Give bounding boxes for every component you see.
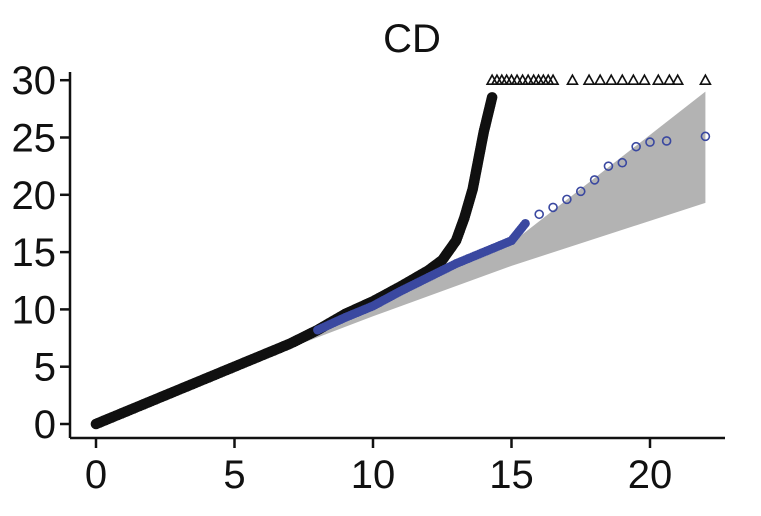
data-point-triangle — [627, 73, 640, 85]
series-capped — [485, 73, 712, 85]
data-point — [575, 186, 586, 197]
x-tick-label: 10 — [351, 453, 396, 497]
confidence-band-layer — [96, 91, 706, 424]
data-point — [562, 194, 572, 205]
data-point — [645, 137, 655, 147]
axes: 0 5 10 15 20 0 5 10 15 20 25 30 — [12, 59, 725, 497]
series-black — [90, 92, 498, 430]
chart-title: CD — [383, 17, 441, 61]
data-point-triangle — [651, 73, 665, 85]
data-point — [661, 136, 672, 146]
data-point-triangle — [638, 73, 651, 85]
data-point — [589, 175, 600, 185]
data-point-triangle — [566, 73, 579, 85]
x-tick-label: 0 — [85, 453, 107, 497]
data-point — [700, 131, 711, 142]
data-point-triangle — [615, 73, 629, 85]
data-point-triangle — [546, 73, 560, 85]
data-point-triangle — [671, 73, 685, 85]
data-point — [534, 209, 545, 220]
y-tick-label: 30 — [12, 59, 57, 103]
data-point-triangle — [663, 73, 676, 85]
data-point — [486, 92, 498, 103]
confidence-band — [96, 91, 706, 424]
data-point — [603, 161, 614, 171]
data-points — [90, 73, 712, 430]
y-tick-label: 10 — [12, 288, 57, 332]
x-tick-label: 20 — [628, 453, 673, 497]
x-tick-label: 5 — [223, 453, 245, 497]
data-point — [631, 141, 641, 152]
y-tick-label: 0 — [34, 403, 56, 447]
data-point — [520, 218, 530, 228]
data-point-triangle — [593, 73, 607, 85]
x-tick-label: 15 — [489, 453, 534, 497]
y-tick-label: 25 — [12, 117, 57, 161]
y-tick-label: 5 — [34, 346, 56, 390]
data-point — [548, 202, 558, 213]
data-point-triangle — [582, 73, 596, 85]
series-blue — [313, 131, 711, 335]
data-point — [617, 157, 628, 168]
data-point-triangle — [699, 73, 712, 85]
y-tick-label: 20 — [12, 174, 57, 218]
data-point-triangle — [604, 73, 618, 85]
y-tick-label: 15 — [12, 231, 57, 275]
